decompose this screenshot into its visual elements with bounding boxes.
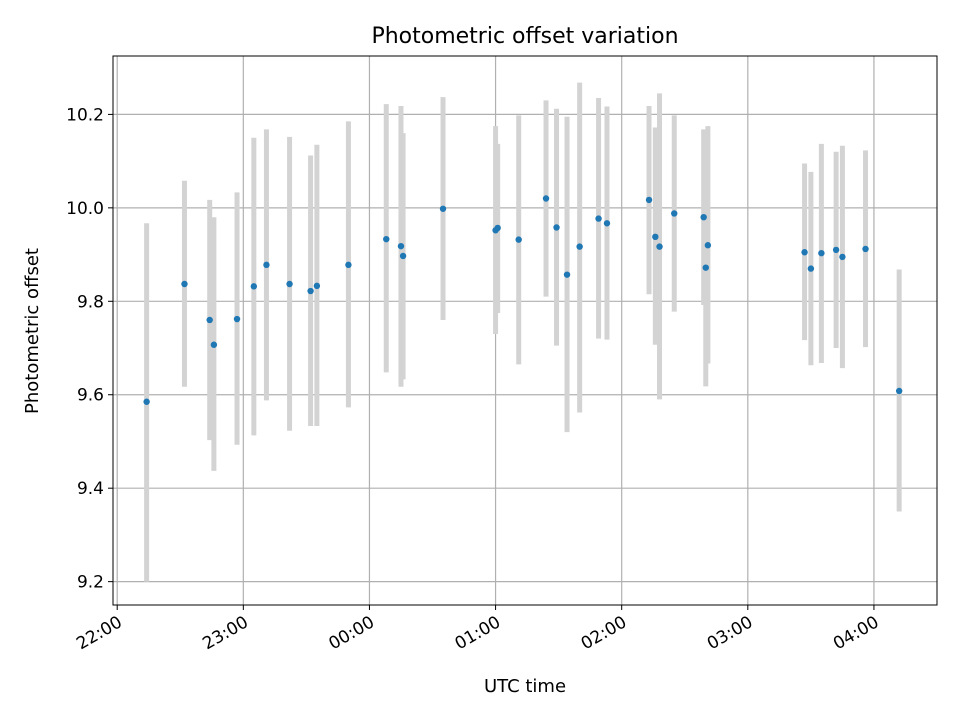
- data-point: [515, 236, 522, 243]
- data-point: [832, 246, 840, 254]
- plot-area-background: [113, 56, 937, 605]
- data-point: [645, 196, 653, 204]
- chart-title: Photometric offset variation: [371, 24, 678, 49]
- data-point: [700, 213, 707, 221]
- data-point: [345, 261, 352, 269]
- data-point: [807, 265, 815, 272]
- data-point: [233, 315, 241, 323]
- data-point: [399, 252, 407, 260]
- data-point: [652, 233, 659, 241]
- y-tick-label: 9.2: [77, 573, 104, 593]
- data-point: [595, 215, 602, 222]
- data-point: [895, 387, 903, 395]
- data-point: [801, 249, 808, 256]
- data-point: [397, 242, 405, 250]
- data-point: [494, 224, 501, 232]
- data-point: [656, 243, 663, 250]
- data-point: [286, 280, 293, 288]
- data-point: [553, 224, 560, 231]
- y-tick-label: 10.0: [66, 199, 104, 219]
- data-point: [702, 264, 709, 271]
- data-point: [576, 243, 583, 250]
- data-point: [439, 205, 447, 212]
- y-tick-label: 9.4: [77, 479, 104, 499]
- data-point: [181, 280, 188, 288]
- data-point: [307, 287, 314, 295]
- data-point: [603, 220, 611, 227]
- x-axis-label: UTC time: [484, 676, 566, 697]
- y-tick-label: 9.6: [77, 386, 104, 406]
- data-point: [862, 245, 869, 253]
- data-point: [210, 341, 218, 348]
- data-point: [671, 210, 678, 217]
- grid-lines: [113, 56, 937, 605]
- y-axis-label: Photometric offset: [22, 248, 43, 414]
- data-point: [313, 282, 321, 290]
- y-tick-label: 9.8: [77, 292, 104, 312]
- data-point: [263, 261, 270, 269]
- data-point: [542, 195, 550, 202]
- data-point: [143, 398, 150, 405]
- data-point: [206, 316, 213, 324]
- plot-area-frame: [112, 55, 938, 606]
- data-point: [704, 242, 712, 249]
- data-point: [250, 283, 258, 290]
- data-point: [818, 249, 825, 257]
- data-point: [563, 271, 571, 278]
- y-tick-label: 10.2: [66, 105, 104, 125]
- data-point: [383, 235, 390, 243]
- data-point: [839, 253, 846, 261]
- data-points: [143, 195, 903, 405]
